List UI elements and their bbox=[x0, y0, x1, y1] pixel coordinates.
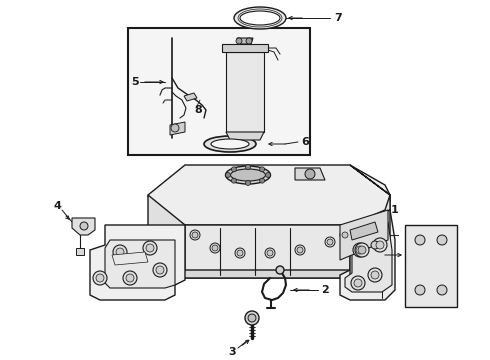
Circle shape bbox=[266, 172, 270, 177]
Circle shape bbox=[236, 38, 242, 44]
Circle shape bbox=[342, 232, 348, 238]
Polygon shape bbox=[148, 250, 350, 278]
Polygon shape bbox=[170, 122, 185, 135]
Ellipse shape bbox=[225, 166, 270, 184]
Circle shape bbox=[143, 241, 157, 255]
Circle shape bbox=[80, 222, 88, 230]
Circle shape bbox=[327, 239, 333, 245]
Circle shape bbox=[192, 232, 198, 238]
Circle shape bbox=[437, 235, 447, 245]
Text: 5: 5 bbox=[131, 77, 139, 87]
Circle shape bbox=[351, 276, 365, 290]
Circle shape bbox=[265, 248, 275, 258]
Circle shape bbox=[96, 274, 104, 282]
Ellipse shape bbox=[234, 7, 286, 29]
Circle shape bbox=[358, 246, 366, 254]
Circle shape bbox=[146, 244, 154, 252]
Polygon shape bbox=[226, 132, 264, 140]
Polygon shape bbox=[105, 240, 175, 288]
Text: 6: 6 bbox=[301, 137, 309, 147]
Circle shape bbox=[235, 248, 245, 258]
Circle shape bbox=[245, 311, 259, 325]
Circle shape bbox=[113, 245, 127, 259]
Circle shape bbox=[93, 271, 107, 285]
Circle shape bbox=[437, 285, 447, 295]
Circle shape bbox=[126, 274, 134, 282]
Circle shape bbox=[267, 250, 273, 256]
Text: 7: 7 bbox=[334, 13, 342, 23]
Polygon shape bbox=[148, 195, 185, 278]
Circle shape bbox=[354, 279, 362, 287]
Polygon shape bbox=[148, 165, 390, 225]
Bar bbox=[128, 28, 310, 155]
Text: 2: 2 bbox=[321, 285, 329, 295]
Polygon shape bbox=[72, 218, 95, 235]
Polygon shape bbox=[340, 210, 395, 300]
Circle shape bbox=[297, 247, 303, 253]
Polygon shape bbox=[184, 93, 197, 101]
Circle shape bbox=[225, 172, 230, 177]
Polygon shape bbox=[112, 252, 148, 265]
Circle shape bbox=[371, 241, 379, 249]
Polygon shape bbox=[222, 44, 268, 52]
Circle shape bbox=[260, 178, 265, 183]
Circle shape bbox=[245, 165, 250, 170]
Circle shape bbox=[123, 271, 137, 285]
Polygon shape bbox=[345, 222, 392, 292]
Circle shape bbox=[368, 268, 382, 282]
Polygon shape bbox=[90, 225, 185, 300]
Circle shape bbox=[171, 124, 179, 132]
Circle shape bbox=[356, 246, 364, 254]
Circle shape bbox=[212, 245, 218, 251]
Circle shape bbox=[246, 38, 252, 44]
Polygon shape bbox=[350, 210, 390, 278]
Circle shape bbox=[355, 243, 369, 257]
Circle shape bbox=[190, 230, 200, 240]
Circle shape bbox=[295, 245, 305, 255]
Circle shape bbox=[153, 263, 167, 277]
Circle shape bbox=[237, 250, 243, 256]
Text: 4: 4 bbox=[53, 201, 61, 211]
Circle shape bbox=[116, 248, 124, 256]
Polygon shape bbox=[185, 165, 390, 278]
Circle shape bbox=[231, 167, 236, 172]
Circle shape bbox=[260, 167, 265, 172]
Circle shape bbox=[305, 169, 315, 179]
Text: 8: 8 bbox=[194, 105, 202, 115]
Circle shape bbox=[248, 314, 256, 322]
Ellipse shape bbox=[211, 139, 249, 149]
Circle shape bbox=[371, 271, 379, 279]
Circle shape bbox=[415, 235, 425, 245]
Polygon shape bbox=[340, 210, 388, 260]
Polygon shape bbox=[226, 52, 264, 132]
Circle shape bbox=[415, 285, 425, 295]
Text: 1: 1 bbox=[391, 205, 399, 215]
Circle shape bbox=[245, 180, 250, 185]
Text: 3: 3 bbox=[228, 347, 236, 357]
Circle shape bbox=[340, 230, 350, 240]
Circle shape bbox=[156, 266, 164, 274]
Ellipse shape bbox=[230, 169, 266, 181]
Circle shape bbox=[376, 241, 384, 249]
Polygon shape bbox=[350, 222, 378, 240]
Polygon shape bbox=[76, 248, 84, 255]
Polygon shape bbox=[237, 38, 253, 44]
Ellipse shape bbox=[204, 136, 256, 152]
Circle shape bbox=[353, 243, 367, 257]
Circle shape bbox=[325, 237, 335, 247]
Polygon shape bbox=[295, 168, 325, 180]
Circle shape bbox=[276, 266, 284, 274]
Circle shape bbox=[210, 243, 220, 253]
Polygon shape bbox=[405, 225, 457, 307]
Circle shape bbox=[373, 238, 387, 252]
Circle shape bbox=[231, 178, 236, 183]
Ellipse shape bbox=[240, 11, 280, 25]
